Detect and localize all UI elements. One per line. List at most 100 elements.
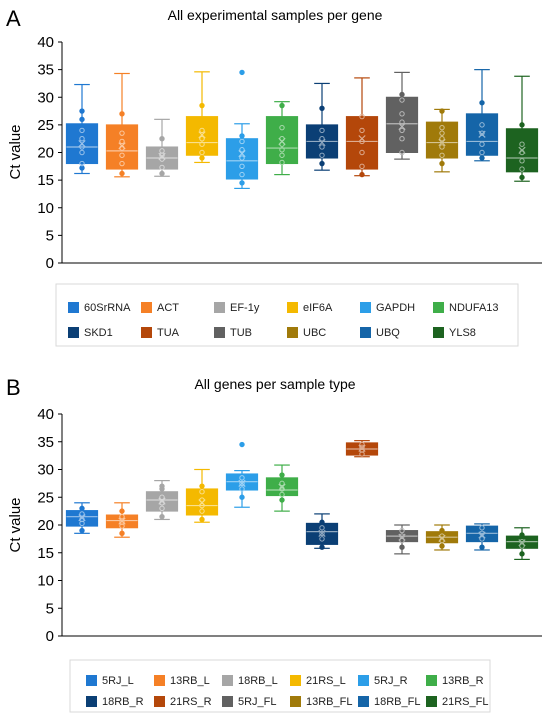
b-box-13rbl (105, 502, 139, 538)
b-box-body (185, 488, 219, 516)
b-legend-label: 21RS_FL (442, 696, 488, 708)
b-box-13rbfl (425, 524, 459, 551)
a-data-point (519, 122, 525, 128)
a-legend-label: NDUFA13 (449, 302, 499, 314)
a-data-point (319, 160, 325, 167)
a-mean-marker (318, 138, 326, 147)
panel-b-plot: 0 5 10 15 20 25 30 35 40 (37, 406, 542, 645)
a-data-point (519, 174, 525, 181)
a-mean-marker (238, 149, 246, 158)
a-mean-marker (438, 138, 446, 147)
a-data-point (79, 135, 85, 142)
a-data-point (479, 155, 485, 161)
a-data-point (439, 160, 445, 167)
a-legend-label: eIF6A (303, 302, 333, 314)
a-data-point (479, 149, 485, 156)
b-box-18rbfl (465, 523, 499, 551)
b-y-tick-label: 15 (37, 545, 54, 562)
b-box-21rsfl (505, 527, 539, 561)
b-legend-label: 21RS_R (170, 696, 212, 708)
b-legend-label: 13RB_L (170, 675, 210, 687)
a-legend-label: ACT (157, 302, 179, 314)
a-legend-swatch (68, 302, 79, 313)
a-data-point (519, 166, 525, 172)
a-data-point (239, 171, 245, 178)
panel-b-legend-frame (69, 659, 491, 713)
a-legend-swatch (141, 302, 152, 313)
panel-a-title: All experimental samples per gene (168, 7, 383, 23)
b-box-18rbr (305, 513, 339, 550)
a-data-point (319, 144, 325, 150)
b-data-point (79, 516, 85, 523)
b-data-point (439, 533, 445, 539)
a-data-point (239, 180, 245, 186)
b-box-21rsr (345, 440, 379, 458)
a-data-point (239, 69, 245, 76)
a-legend-label: SKD1 (84, 327, 113, 339)
panel-b-letter: B (6, 375, 21, 400)
b-data-point (279, 491, 285, 498)
a-box-body (185, 116, 219, 156)
a-data-point (79, 149, 85, 156)
b-data-point (359, 441, 365, 448)
a-data-point (279, 159, 285, 166)
b-box-18rbl (145, 480, 179, 521)
a-data-point (79, 127, 85, 134)
b-data-point (399, 533, 405, 539)
a-data-point (279, 141, 285, 147)
b-legend-label: 5RJ_L (102, 675, 134, 687)
a-data-point (239, 138, 245, 145)
a-legend-label: 60SrRNA (84, 302, 131, 314)
b-data-point (359, 444, 365, 450)
a-data-point (199, 102, 205, 109)
a-box-ndufa13 (265, 101, 299, 176)
a-box-tua (345, 77, 379, 178)
b-data-point (319, 525, 325, 531)
b-data-point (279, 486, 285, 492)
a-legend-label: EF-1y (230, 302, 260, 314)
a-data-point (519, 158, 525, 164)
a-data-point (199, 149, 205, 156)
a-data-point (319, 135, 325, 142)
b-legend-label: 18RB_L (238, 675, 278, 687)
b-legend-swatch (290, 696, 301, 707)
a-box-gapdh (225, 69, 259, 190)
a-legend-label: TUB (230, 327, 252, 339)
a-data-point (159, 156, 165, 162)
a-legend-label: TUA (157, 327, 180, 339)
b-data-point (119, 513, 125, 520)
b-data-point (79, 505, 85, 512)
b-data-point (399, 544, 405, 550)
a-legend-swatch (214, 327, 225, 338)
a-data-point (359, 138, 365, 145)
a-box-ubq (465, 69, 499, 162)
a-data-point (239, 163, 245, 170)
panel-a-plot: 0 5 10 15 20 25 30 35 40 (37, 34, 542, 272)
a-data-point (279, 124, 285, 131)
a-mean-marker (398, 122, 406, 131)
b-legend-swatch (290, 675, 301, 686)
a-data-point (119, 170, 125, 177)
a-legend-swatch (433, 302, 444, 313)
b-data-point (439, 527, 445, 534)
b-data-point (319, 536, 325, 542)
a-y-tick-label: 20 (37, 145, 54, 162)
a-legend-label: UBQ (376, 327, 400, 339)
b-legend-swatch (222, 675, 233, 686)
a-data-point (79, 165, 85, 171)
a-data-point (359, 163, 365, 170)
a-data-point (359, 113, 365, 120)
b-legend-swatch (86, 696, 97, 707)
a-y-tick-label: 0 (46, 255, 54, 272)
a-data-point (119, 138, 125, 145)
b-data-point (399, 527, 405, 534)
b-data-point (439, 543, 445, 549)
a-legend-swatch (360, 302, 371, 313)
a-data-point (79, 144, 85, 150)
a-data-point (439, 130, 445, 136)
b-data-point (519, 551, 525, 557)
a-legend-swatch (68, 327, 79, 338)
b-legend-label: 18RB_R (102, 696, 144, 708)
b-legend-swatch (222, 696, 233, 707)
b-data-point (319, 530, 325, 537)
